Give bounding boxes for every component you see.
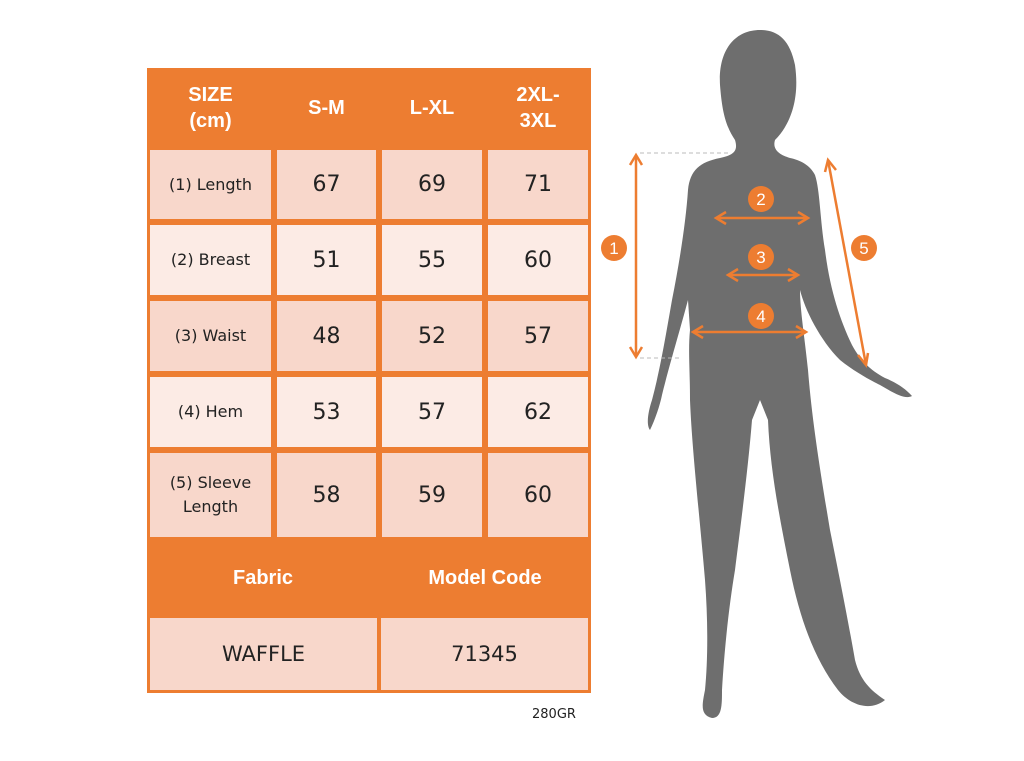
- marker-4: 4: [756, 307, 765, 326]
- size-value: 59: [382, 453, 482, 537]
- silhouette: [647, 30, 912, 718]
- row-label: (2) Breast: [150, 225, 271, 295]
- header-size: SIZE (cm): [188, 83, 233, 132]
- header-l-xl: L-XL: [409, 96, 455, 119]
- size-value: 57: [488, 301, 588, 371]
- header-model-code: Model Code: [428, 567, 542, 589]
- row-label: (4) Hem: [150, 377, 271, 447]
- body-silhouette-figure: 1 2 3 4 5: [601, 30, 912, 718]
- row-label: (3) Waist: [150, 301, 271, 371]
- size-value: 69: [382, 150, 482, 219]
- row-label: (5) Sleeve Length: [150, 453, 271, 537]
- header-fabric: Fabric: [232, 567, 294, 589]
- model-code-value: 71345: [381, 618, 588, 690]
- size-value: 51: [277, 225, 376, 295]
- size-value: 48: [277, 301, 376, 371]
- row-label: (1) Length: [150, 150, 271, 219]
- header-s-m: S-M: [308, 96, 345, 119]
- size-value: 58: [277, 453, 376, 537]
- size-value: 55: [382, 225, 482, 295]
- measurement-markers: 1 2 3 4 5: [601, 186, 877, 329]
- marker-1: 1: [609, 239, 618, 258]
- size-value: 57: [382, 377, 482, 447]
- size-value: 60: [488, 225, 588, 295]
- size-value: 67: [277, 150, 376, 219]
- size-chart-table: SIZE (cm) S-M L-XL 2XL- 3XL (1) Length 67…: [147, 68, 591, 693]
- header-2xl-3xl: 2XL- 3XL: [516, 83, 560, 132]
- fabric-value: WAFFLE: [150, 618, 377, 690]
- size-value: 52: [382, 301, 482, 371]
- measurement-arrows: [628, 152, 870, 368]
- marker-2: 2: [756, 190, 765, 209]
- size-value: 53: [277, 377, 376, 447]
- sleeve-arrow: [826, 159, 868, 366]
- fabric-weight-note: 280GR: [532, 707, 576, 722]
- marker-5: 5: [859, 239, 868, 258]
- marker-3: 3: [756, 248, 765, 267]
- size-value: 62: [488, 377, 588, 447]
- size-value: 60: [488, 453, 588, 537]
- size-value: 71: [488, 150, 588, 219]
